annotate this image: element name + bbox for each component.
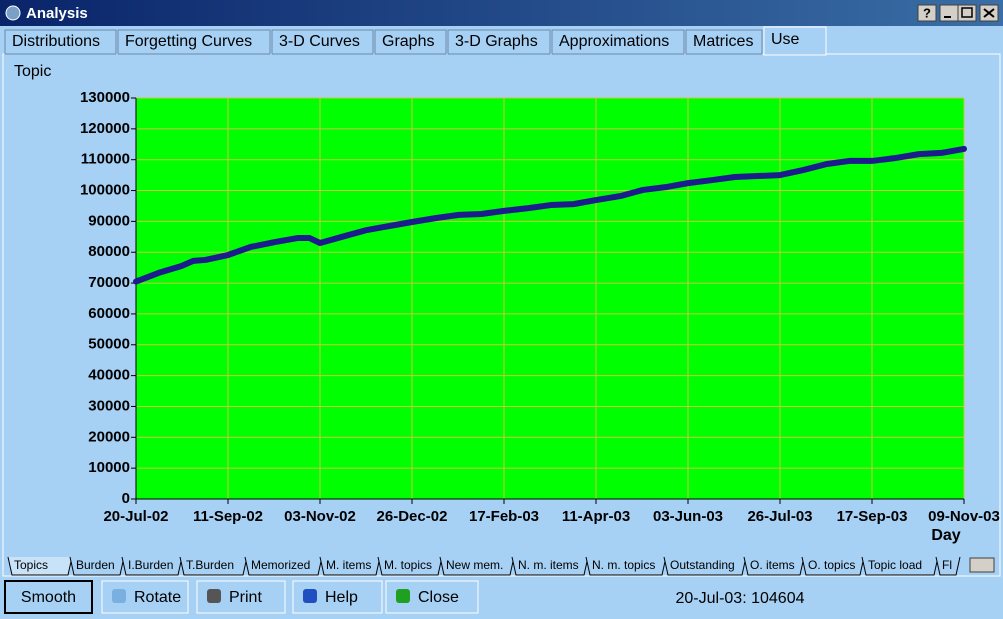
y-tick-label: 50000 [88, 336, 130, 353]
sheet-tab[interactable] [244, 556, 323, 576]
tab-label: Forgetting Curves [125, 33, 252, 50]
tab[interactable] [271, 29, 374, 55]
x-tick-label: 09-Nov-03 [928, 508, 1000, 525]
sheet-tab-label: N. m. items [518, 558, 579, 572]
plot-area [136, 98, 964, 499]
tab-label: 3-D Curves [279, 33, 360, 50]
help-button[interactable] [917, 4, 937, 22]
sheet-tab[interactable] [439, 556, 515, 576]
maximize-glyph [961, 7, 973, 18]
tab-scroller[interactable] [969, 557, 995, 573]
y-tick-label: 80000 [88, 243, 130, 260]
tab[interactable] [685, 29, 763, 55]
help-button-label: ? [923, 5, 931, 20]
sheet-tab-label: O. topics [808, 558, 855, 572]
sheet-tab[interactable] [69, 556, 125, 576]
tab-label: Graphs [382, 33, 434, 50]
x-axis-label: Day [931, 527, 960, 544]
sheet-tab[interactable] [935, 556, 961, 576]
tab[interactable] [4, 29, 117, 55]
y-tick-label: 10000 [88, 459, 130, 476]
tab[interactable] [374, 29, 447, 55]
sheet-tab-label: Burden [76, 558, 115, 572]
button[interactable] [4, 580, 93, 614]
sheet-tab[interactable] [663, 556, 747, 576]
tab[interactable] [447, 29, 551, 55]
tab-label: Approximations [559, 33, 669, 50]
sheet-tab-label: Memorized [251, 558, 310, 572]
x-tick-label: 03-Nov-02 [284, 508, 356, 525]
y-tick-label: 30000 [88, 397, 130, 414]
y-tick-label: 120000 [80, 120, 130, 137]
sheet-tab-label: N. m. topics [592, 558, 655, 572]
tab-label: 3-D Graphs [455, 33, 538, 50]
sheet-tab-label: M. topics [384, 558, 432, 572]
tab-label: Matrices [693, 33, 753, 50]
x-tick-label: 17-Sep-03 [837, 508, 908, 525]
x-tick-label: 26-Jul-03 [747, 508, 812, 525]
sheet-tab-label: Fl [942, 558, 952, 572]
data-line [133, 145, 967, 285]
y-tick-label: 60000 [88, 305, 130, 322]
sheet-tab[interactable] [121, 556, 183, 576]
button-icon [303, 589, 317, 603]
button-label: Smooth [21, 589, 76, 606]
x-tick-label: 20-Jul-02 [103, 508, 168, 525]
x-tick-label: 03-Jun-03 [653, 508, 723, 525]
sheet-tab-label: Outstanding [670, 558, 735, 572]
sheet-tab[interactable] [7, 556, 73, 576]
tab[interactable] [763, 26, 827, 56]
sheet-tab-label: M. items [326, 558, 371, 572]
button-label: Help [325, 589, 358, 606]
close-glyph [983, 8, 995, 18]
y-axis-label: Topic [14, 63, 51, 80]
button-label: Rotate [134, 589, 181, 606]
tab[interactable] [551, 29, 685, 55]
plot-frame [135, 98, 964, 500]
sheet-tab[interactable] [801, 556, 865, 576]
y-tick-label: 130000 [80, 89, 130, 106]
x-tick-label: 11-Apr-03 [562, 508, 630, 525]
sheet-tab-label: Topic load [868, 558, 922, 572]
sheet-tab-label: O. items [750, 558, 795, 572]
sheet-tab[interactable] [861, 556, 939, 576]
x-tick-label: 17-Feb-03 [469, 508, 539, 525]
sheet-tab-label: T.Burden [186, 558, 234, 572]
y-tick-label: 100000 [80, 182, 130, 199]
title-bar [0, 0, 1003, 26]
sheet-tab[interactable] [743, 556, 805, 576]
y-tick-label: 40000 [88, 367, 130, 384]
button-label: Close [418, 589, 459, 606]
app-icon [5, 5, 21, 21]
sheet-tab[interactable] [319, 556, 381, 576]
tab[interactable] [117, 29, 271, 55]
y-tick-label: 110000 [81, 151, 130, 168]
minimize-button[interactable] [939, 4, 959, 22]
y-tick-label: 90000 [88, 212, 130, 229]
sheet-tab-label: I.Burden [128, 558, 173, 572]
sheet-tab[interactable] [585, 556, 667, 576]
button-icon [112, 589, 126, 603]
button-icon [396, 589, 410, 603]
y-tick-label: 0 [122, 490, 130, 507]
sheet-tab[interactable] [511, 556, 589, 576]
window-title: Analysis [26, 5, 88, 22]
sheet-tab[interactable] [179, 556, 248, 576]
tab-label: Use [771, 31, 800, 48]
sheet-tab-label: Topics [14, 558, 48, 572]
x-tick-label: 26-Dec-02 [377, 508, 448, 525]
status-text: 20-Jul-03: 104604 [676, 590, 805, 607]
button-label: Print [229, 589, 262, 606]
button-icon [207, 589, 221, 603]
sheet-tab[interactable] [377, 556, 443, 576]
y-tick-label: 20000 [88, 428, 130, 445]
tab-label: Distributions [12, 33, 100, 50]
x-tick-label: 11-Sep-02 [193, 508, 263, 525]
y-tick-label: 70000 [88, 274, 130, 291]
sheet-tab-label: New mem. [446, 558, 503, 572]
